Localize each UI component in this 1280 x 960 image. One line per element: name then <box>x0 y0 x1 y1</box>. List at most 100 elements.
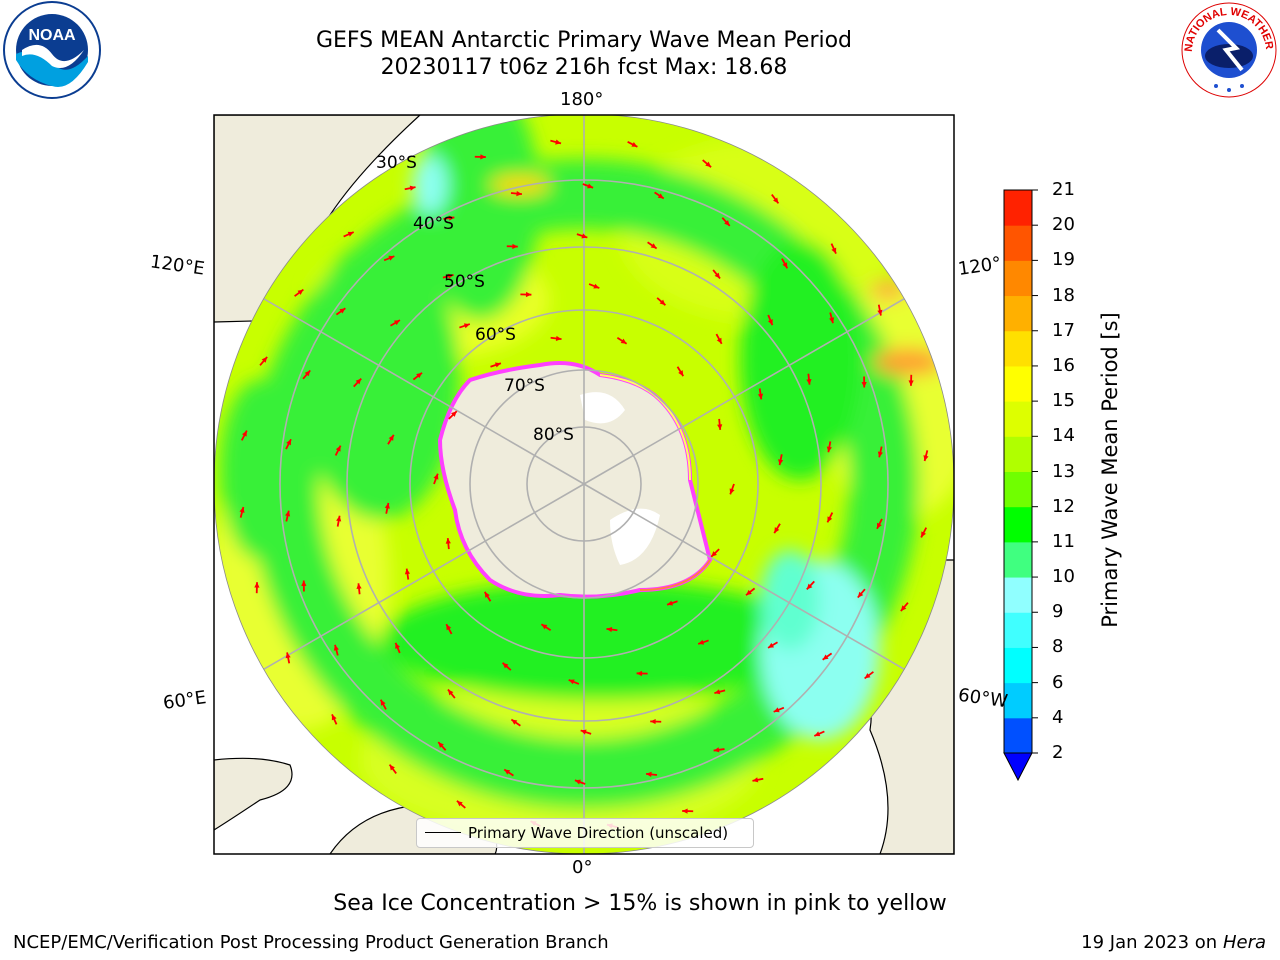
wave-arrow-head <box>877 451 883 458</box>
wave-arrow-head <box>388 255 395 261</box>
wave-arrow-head <box>717 424 723 430</box>
wave-arrow-head <box>826 446 832 453</box>
wave-arrow-head <box>650 243 657 249</box>
colorbar-segment <box>1004 401 1032 437</box>
wave-arrow-head <box>705 161 712 168</box>
wave-arrow-head <box>285 510 291 517</box>
wave-arrow-head <box>581 233 588 239</box>
map-frame <box>213 114 955 855</box>
noaa-logo-text: NOAA <box>28 27 76 44</box>
colorbar-tick-label: 14 <box>1052 425 1075 447</box>
wave-arrow-head <box>448 215 455 221</box>
wave-arrow-head <box>254 582 260 588</box>
wave-arrow-head <box>767 319 773 326</box>
colorbar-tick-label: 10 <box>1052 566 1075 588</box>
wave-arrow-head <box>451 411 457 417</box>
wave-arrow-head <box>752 777 759 783</box>
colorbar-segment <box>1004 260 1032 297</box>
wave-arrow-head <box>541 624 548 630</box>
colorbar-tick-label: 9 <box>1052 601 1064 623</box>
wave-arrow-head <box>356 583 362 589</box>
colorbar-segment <box>1004 717 1032 754</box>
lat-label-70: 70°S <box>504 376 545 396</box>
colorbar-segment <box>1004 365 1032 402</box>
colorbar-segment <box>1004 225 1032 261</box>
wave-arrow-head <box>861 382 867 388</box>
lat-label-50: 50°S <box>444 272 485 292</box>
wave-arrow-head <box>814 731 821 737</box>
footer-date-text: 19 Jan 2023 on <box>1081 932 1223 953</box>
wave-arrow-head <box>433 473 439 480</box>
colorbar-segment <box>1004 612 1032 648</box>
wave-arrow-head <box>347 231 354 237</box>
wave-arrow-head <box>606 626 613 633</box>
lat-label-40: 40°S <box>413 214 454 234</box>
wave-arrow-head <box>698 639 705 645</box>
wave-arrow-head <box>484 591 490 598</box>
wave-arrow-head <box>480 154 486 160</box>
colorbar-segment <box>1004 436 1032 472</box>
wave-arrow-head <box>456 800 463 807</box>
wave-arrow-head <box>877 309 883 316</box>
wave-arrow-head <box>659 299 666 306</box>
wave-arrow-head <box>447 273 454 279</box>
title-line-1: GEFS MEAN Antarctic Primary Wave Mean Pe… <box>315 28 853 53</box>
wave-arrow-head <box>574 779 581 785</box>
colorbar-segment <box>1004 190 1032 226</box>
wave-arrow-head <box>768 642 775 648</box>
lat-label-80: 80°S <box>533 425 574 445</box>
wave-arrow-head <box>242 430 247 437</box>
wave-arrow-head <box>389 764 395 771</box>
footer-date: 19 Jan 2023 on Hera <box>1081 932 1266 953</box>
wave-arrow-head <box>409 185 416 191</box>
wave-arrow-head <box>773 707 780 713</box>
wave-arrow-head <box>416 372 423 379</box>
legend-line-sample <box>425 832 461 833</box>
wave-arrow-head <box>778 459 784 466</box>
wave-arrow-head <box>388 434 394 441</box>
wave-arrow-head <box>512 243 518 250</box>
wave-arrow-head <box>333 644 339 651</box>
colorbar-tick-label: 2 <box>1052 742 1064 763</box>
wave-period-field <box>214 115 954 854</box>
wave-arrow-head <box>395 642 401 649</box>
wave-arrow-head <box>336 515 342 522</box>
wave-arrow-head <box>636 670 643 677</box>
wave-arrow-head <box>239 506 245 513</box>
wave-arrow-head <box>774 527 780 534</box>
wave-arrow-head <box>829 317 835 324</box>
colorbar-extend-arrow <box>1003 752 1033 782</box>
colorbar-segment <box>1004 541 1032 578</box>
wave-arrow-head <box>568 679 575 685</box>
wave-arrow-head <box>555 335 562 342</box>
colorbar-tick-label: 18 <box>1052 284 1075 306</box>
wave-arrow-head <box>555 139 562 145</box>
colorbar-tick-label: 21 <box>1052 179 1075 200</box>
wave-arrow-head <box>631 142 638 147</box>
footer-machine: Hera <box>1222 932 1266 953</box>
lon-label-0: 0° <box>572 857 593 878</box>
wave-arrow-head <box>667 600 674 606</box>
wave-arrow-head <box>339 308 346 314</box>
colorbar-tick-label: 15 <box>1052 390 1075 412</box>
wave-arrow-head <box>711 551 717 557</box>
colorbar-segment <box>1004 471 1032 508</box>
wave-arrow-head <box>773 197 779 204</box>
wave-arrow-head <box>646 771 652 777</box>
colorbar-tick-label: 11 <box>1052 530 1075 552</box>
wave-arrow-head <box>620 338 627 344</box>
colorbar-tick-label: 20 <box>1052 214 1075 236</box>
wave-arrow-head <box>682 808 688 814</box>
wave-arrow-head <box>864 673 871 679</box>
wave-arrow-head <box>757 393 764 400</box>
wave-arrow-head <box>657 193 664 199</box>
wave-arrow-head <box>724 220 730 226</box>
footer-credit: NCEP/EMC/Verification Post Processing Pr… <box>13 932 609 953</box>
wave-arrow-head <box>355 378 362 385</box>
colorbar-segment <box>1004 506 1032 543</box>
wave-arrow-head <box>297 289 304 295</box>
nws-logo: NATIONAL WEATHER SERVICE <box>1178 0 1277 98</box>
wave-arrow-head <box>494 362 501 368</box>
wave-arrow-head <box>261 356 268 363</box>
colorbar-tick-label: 19 <box>1052 249 1075 271</box>
